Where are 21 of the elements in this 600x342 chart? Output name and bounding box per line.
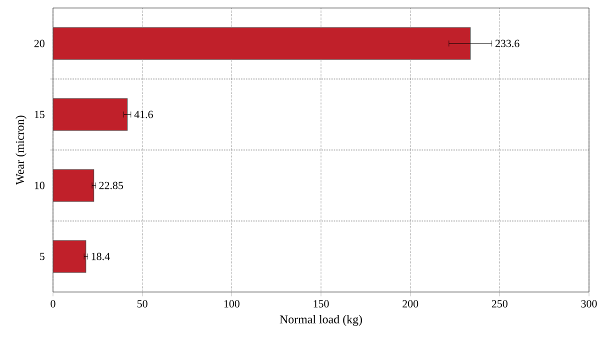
x-tick-label: 200	[402, 300, 418, 308]
x-tick-label: 250	[492, 300, 508, 308]
x-tick-label: 150	[314, 300, 329, 308]
bar	[53, 27, 471, 60]
bar	[53, 169, 94, 202]
bar	[53, 98, 128, 131]
x-tick-label: 300	[581, 300, 597, 308]
x-tick-label: 50	[137, 300, 148, 308]
y-tick-label: 15	[34, 110, 44, 118]
y-tick-label: 5	[40, 252, 44, 260]
y-axis-title: Wear (micron)	[16, 116, 26, 185]
data-label: 41.6	[134, 110, 153, 118]
bar	[53, 240, 86, 273]
x-tick-label: 100	[224, 300, 240, 308]
y-tick-label: 10	[34, 182, 44, 190]
x-tick-label: 0	[50, 300, 56, 308]
data-label: 22.85	[99, 182, 124, 190]
data-label: 18.4	[92, 252, 110, 260]
y-tick-label: 20	[34, 40, 44, 48]
x-axis-title: Normal load (kg)	[280, 315, 362, 326]
data-label: 233.6	[495, 40, 520, 48]
